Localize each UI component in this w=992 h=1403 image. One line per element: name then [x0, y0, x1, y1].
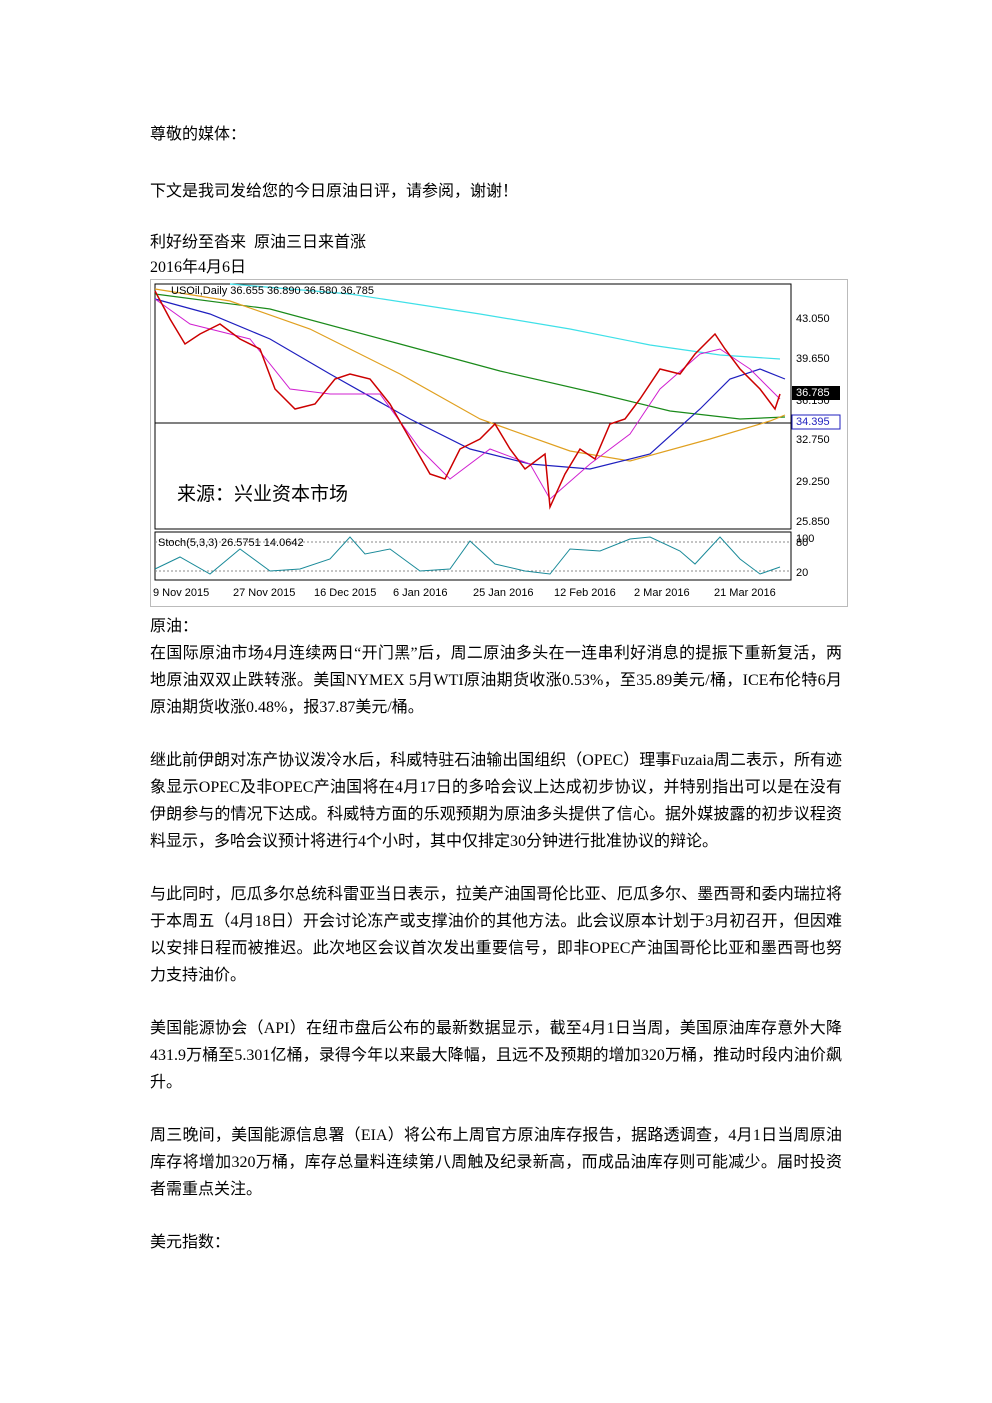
chart-image: USOil,Daily 36.655 36.890 36.580 36.785 …	[150, 279, 848, 607]
stoch-level: 20	[796, 567, 808, 579]
date-label: 21 Mar 2016	[714, 587, 776, 599]
date-label: 16 Dec 2015	[314, 587, 376, 599]
paragraph: 继此前伊朗对冻产协议泼冷水后，科威特驻石油输出国组织（OPEC）理事Fuzaia…	[150, 752, 842, 850]
chart-legend: USOil,Daily 36.655 36.890 36.580 36.785	[171, 285, 374, 297]
date-label: 27 Nov 2015	[233, 587, 295, 599]
stoch-level: 100	[796, 533, 814, 545]
source-note: 来源：兴业资本市场	[177, 483, 348, 505]
paragraph: 美国能源协会（API）在纽市盘后公布的最新数据显示，截至4月1日当周，美国原油库…	[150, 1020, 842, 1091]
date-label: 25 Jan 2016	[473, 587, 534, 599]
date-label: 12 Feb 2016	[554, 587, 616, 599]
section-heading: 原油：	[150, 618, 199, 635]
paragraph: 在国际原油市场4月连续两日“开门黑”后，周二原油多头在一连串利好消息的提振下重新…	[150, 645, 842, 716]
price-label: 43.050	[796, 313, 830, 325]
date: 2016年4月6日	[150, 259, 247, 276]
section-heading: 美元指数：	[150, 1234, 231, 1251]
headline: 利好纷至沓来 原油三日来首涨	[150, 234, 367, 251]
price-label: 25.850	[796, 516, 830, 528]
intro: 下文是我司发给您的今日原油日评，请参阅，谢谢！	[150, 183, 519, 200]
stoch-label: Stoch(5,3,3) 26.5751 14.0642	[158, 537, 304, 549]
greeting: 尊敬的媒体：	[150, 126, 247, 143]
price-label: 29.250	[796, 476, 830, 488]
current-price: 36.785	[796, 387, 830, 399]
price-label: 32.750	[796, 434, 830, 446]
paragraph: 周三晚间，美国能源信息署（EIA）将公布上周官方原油库存报告，据路透调查，4月1…	[150, 1127, 842, 1198]
date-label: 6 Jan 2016	[393, 587, 447, 599]
stoch-level: 80	[796, 537, 808, 549]
marker-price: 34.395	[796, 416, 830, 428]
price-label: 39.650	[796, 353, 830, 365]
article-body: 原油： 在国际原油市场4月连续两日“开门黑”后，周二原油多头在一连串利好消息的提振…	[150, 613, 842, 1256]
paragraph: 与此同时，厄瓜多尔总统科雷亚当日表示，拉美产油国哥伦比亚、厄瓜多尔、墨西哥和委内…	[150, 886, 842, 984]
date-label: 2 Mar 2016	[634, 587, 690, 599]
price-label: 36.150	[796, 395, 830, 407]
date-label: 9 Nov 2015	[153, 587, 209, 599]
